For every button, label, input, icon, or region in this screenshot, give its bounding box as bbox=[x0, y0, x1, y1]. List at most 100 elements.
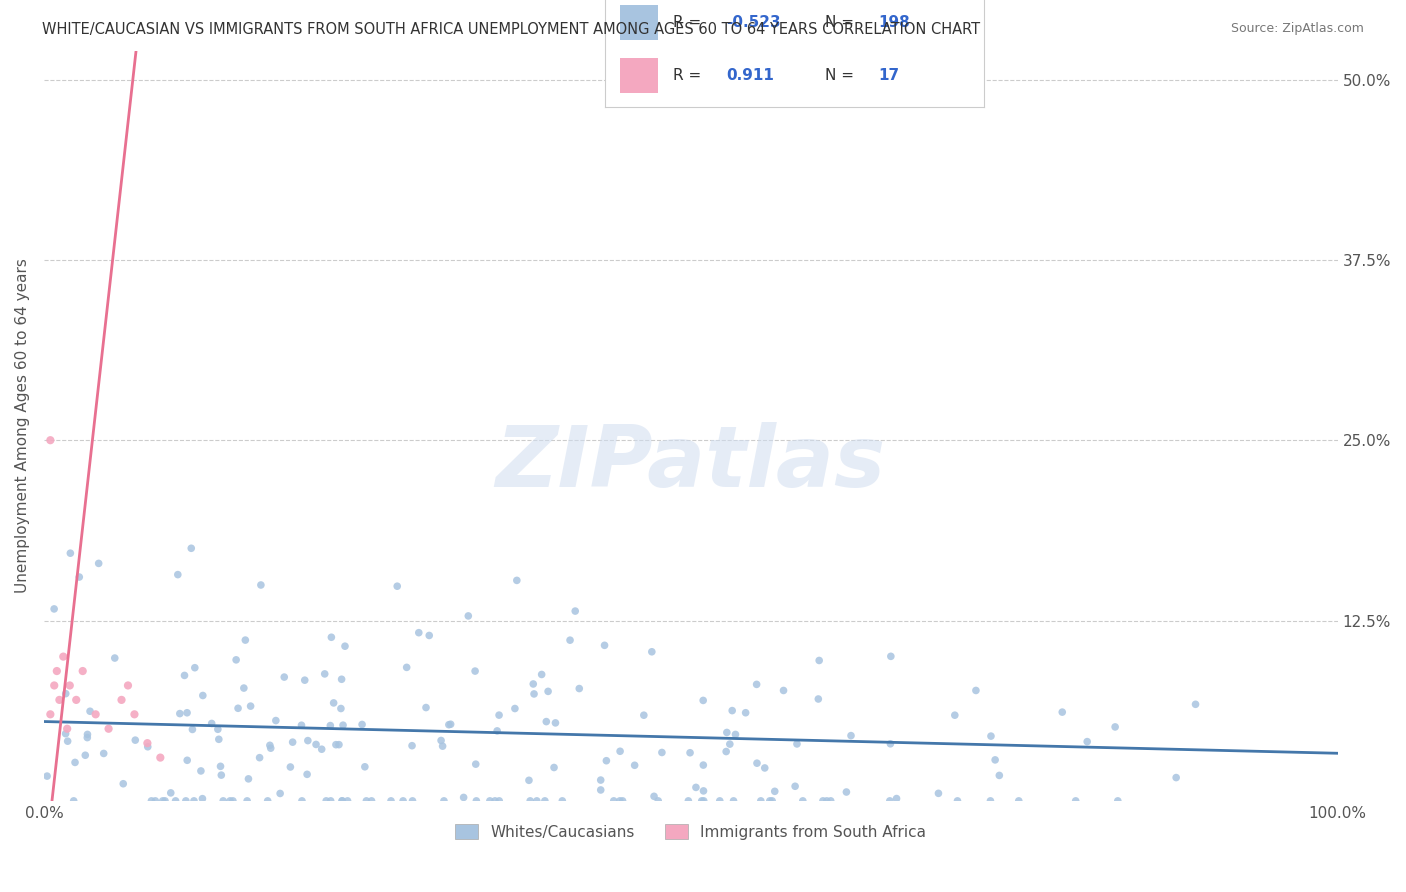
Text: R =: R = bbox=[673, 15, 706, 30]
Point bbox=[1107, 794, 1129, 808]
Text: WHITE/CAUCASIAN VS IMMIGRANTS FROM SOUTH AFRICA UNEMPLOYMENT AMONG AGES 60 TO 64: WHITE/CAUCASIAN VS IMMIGRANTS FROM SOUTH… bbox=[42, 22, 980, 37]
Point bbox=[808, 653, 831, 667]
FancyBboxPatch shape bbox=[620, 5, 658, 40]
Point bbox=[544, 715, 567, 730]
Point bbox=[401, 794, 423, 808]
Point bbox=[522, 677, 544, 691]
Text: 198: 198 bbox=[877, 15, 910, 30]
Point bbox=[360, 794, 382, 808]
Point bbox=[236, 794, 259, 808]
Point bbox=[418, 628, 440, 642]
Point bbox=[232, 681, 254, 695]
Point bbox=[690, 794, 713, 808]
Point bbox=[314, 666, 336, 681]
Point bbox=[319, 718, 342, 732]
Point bbox=[136, 736, 159, 750]
Point bbox=[433, 794, 456, 808]
Point bbox=[59, 546, 82, 560]
Point bbox=[212, 794, 235, 808]
Point bbox=[72, 664, 94, 678]
Point bbox=[321, 630, 343, 644]
Point bbox=[564, 604, 586, 618]
Point bbox=[260, 741, 283, 756]
Point bbox=[988, 768, 1011, 782]
Point bbox=[152, 794, 174, 808]
Point bbox=[207, 723, 229, 737]
Point bbox=[62, 794, 84, 808]
Point bbox=[1166, 771, 1188, 785]
Point bbox=[523, 687, 546, 701]
Text: R =: R = bbox=[673, 68, 706, 83]
Point bbox=[395, 660, 418, 674]
Point bbox=[609, 744, 631, 758]
Point bbox=[97, 722, 120, 736]
Point bbox=[176, 706, 198, 720]
Point bbox=[295, 767, 318, 781]
Point bbox=[190, 764, 212, 778]
Point bbox=[811, 794, 834, 808]
Point bbox=[75, 748, 97, 763]
Point bbox=[250, 578, 273, 592]
Point bbox=[745, 756, 768, 771]
Point bbox=[839, 729, 862, 743]
Point bbox=[530, 667, 553, 681]
Point bbox=[835, 785, 858, 799]
Point bbox=[319, 794, 342, 808]
Point bbox=[1104, 720, 1126, 734]
Text: -0.523: -0.523 bbox=[725, 15, 780, 30]
Point bbox=[761, 794, 783, 808]
Point bbox=[59, 678, 82, 692]
Point bbox=[709, 794, 731, 808]
Point bbox=[166, 567, 188, 582]
Point bbox=[1184, 698, 1206, 712]
Point bbox=[291, 794, 314, 808]
Point bbox=[786, 737, 808, 751]
Point bbox=[290, 718, 312, 732]
Point bbox=[943, 708, 966, 723]
Point bbox=[734, 706, 756, 720]
Point bbox=[506, 574, 529, 588]
Point bbox=[55, 726, 77, 740]
Point bbox=[159, 786, 181, 800]
Point bbox=[65, 693, 87, 707]
Point bbox=[225, 653, 247, 667]
Point bbox=[714, 745, 737, 759]
Point bbox=[517, 773, 540, 788]
Point bbox=[749, 794, 772, 808]
Text: N =: N = bbox=[825, 15, 859, 30]
Point bbox=[56, 722, 79, 736]
Point bbox=[612, 794, 634, 808]
Point bbox=[759, 794, 782, 808]
Point bbox=[63, 756, 86, 770]
Point bbox=[315, 794, 337, 808]
Point bbox=[430, 733, 453, 747]
Point bbox=[488, 708, 510, 723]
Point bbox=[297, 733, 319, 747]
Point bbox=[112, 777, 135, 791]
Point bbox=[880, 649, 903, 664]
Point bbox=[209, 768, 232, 782]
Point bbox=[440, 717, 463, 731]
Point bbox=[201, 716, 224, 731]
Point bbox=[724, 727, 747, 741]
Point bbox=[623, 758, 645, 772]
Point bbox=[180, 541, 202, 556]
Point bbox=[183, 794, 205, 808]
Point bbox=[322, 696, 344, 710]
Point bbox=[191, 689, 214, 703]
Point bbox=[488, 794, 510, 808]
Text: ZIPatlas: ZIPatlas bbox=[496, 422, 886, 505]
Text: 0.911: 0.911 bbox=[725, 68, 773, 83]
Point bbox=[136, 739, 159, 754]
Point bbox=[280, 760, 302, 774]
Point bbox=[238, 772, 260, 786]
Point bbox=[589, 773, 612, 788]
Point bbox=[325, 738, 347, 752]
Point bbox=[353, 760, 375, 774]
Point bbox=[249, 750, 271, 764]
Point bbox=[356, 794, 378, 808]
Point bbox=[679, 746, 702, 760]
Point bbox=[745, 677, 768, 691]
Point bbox=[551, 794, 574, 808]
Point bbox=[79, 704, 101, 718]
